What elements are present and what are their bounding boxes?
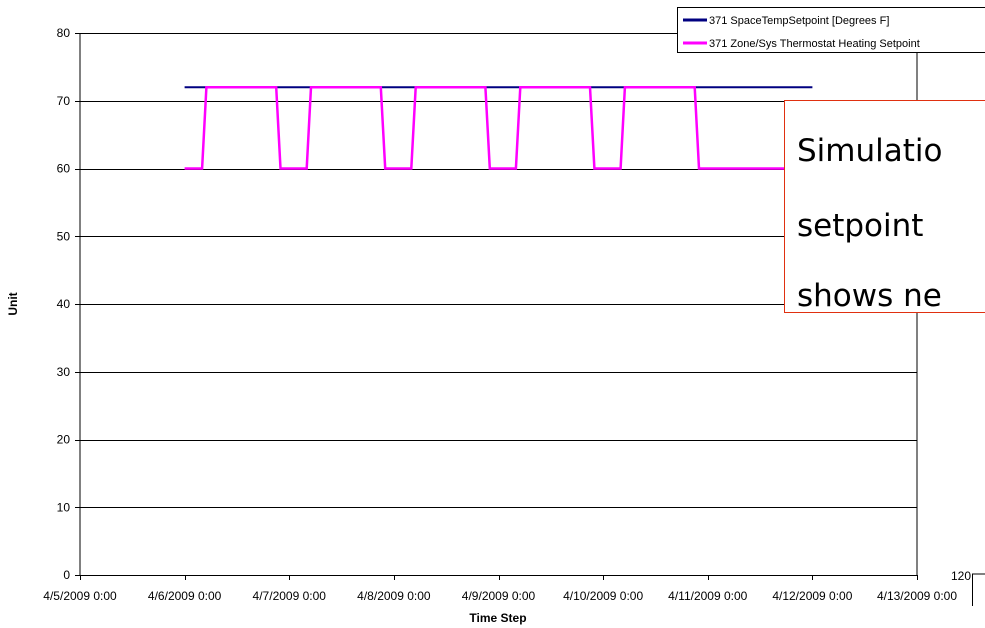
legend-box	[677, 7, 985, 53]
annotation-box: Simulatio setpoint shows ne	[784, 100, 985, 314]
stray-labels: 120	[951, 569, 985, 606]
annotation-line-2: setpoint	[797, 208, 923, 244]
annotation-line-1: Simulatio	[797, 133, 942, 169]
y-tick-label: 40	[57, 297, 71, 311]
x-tick-label: 4/13/2009 0:00	[877, 589, 957, 603]
y-tick-label: 70	[57, 94, 71, 108]
legend-label-series-1: 371 SpaceTempSetpoint [Degrees F]	[709, 15, 889, 27]
x-tick-label: 4/10/2009 0:00	[563, 589, 643, 603]
x-tick-label: 4/7/2009 0:00	[253, 589, 327, 603]
y-tick-label: 20	[57, 433, 71, 447]
annotation-border	[784, 100, 985, 313]
legend-label-series-2: 371 Zone/Sys Thermostat Heating Setpoint	[709, 38, 920, 50]
x-tick-label: 4/5/2009 0:00	[43, 589, 117, 603]
annotation-line-3: shows ne	[797, 278, 942, 314]
x-tick-label: 4/6/2009 0:00	[148, 589, 222, 603]
stray-label-120: 120	[951, 569, 971, 583]
y-tick-label: 0	[63, 568, 70, 582]
x-tick-label: 4/11/2009 0:00	[668, 589, 748, 603]
x-tick-label: 4/9/2009 0:00	[462, 589, 536, 603]
y-axis-title: Unit	[6, 292, 20, 315]
series-line-2	[184, 85, 813, 170]
y-tick-label: 60	[57, 162, 71, 176]
x-axis-title: Time Step	[469, 611, 526, 625]
series-lines	[184, 85, 813, 170]
y-tick-label: 80	[57, 26, 71, 40]
x-tick-labels: 4/5/2009 0:00 4/6/2009 0:00 4/7/2009 0:00 4…	[43, 575, 957, 603]
x-tick-label: 4/8/2009 0:00	[357, 589, 431, 603]
y-tick-label: 10	[57, 500, 71, 514]
y-tick-label: 30	[57, 365, 71, 379]
y-tick-label: 50	[57, 229, 71, 243]
y-tick-labels: 0 10 20 30 40 50 60 70 80	[57, 26, 80, 582]
x-tick-label: 4/12/2009 0:00	[772, 589, 852, 603]
legend: 371 SpaceTempSetpoint [Degrees F] 371 Zo…	[677, 7, 985, 53]
